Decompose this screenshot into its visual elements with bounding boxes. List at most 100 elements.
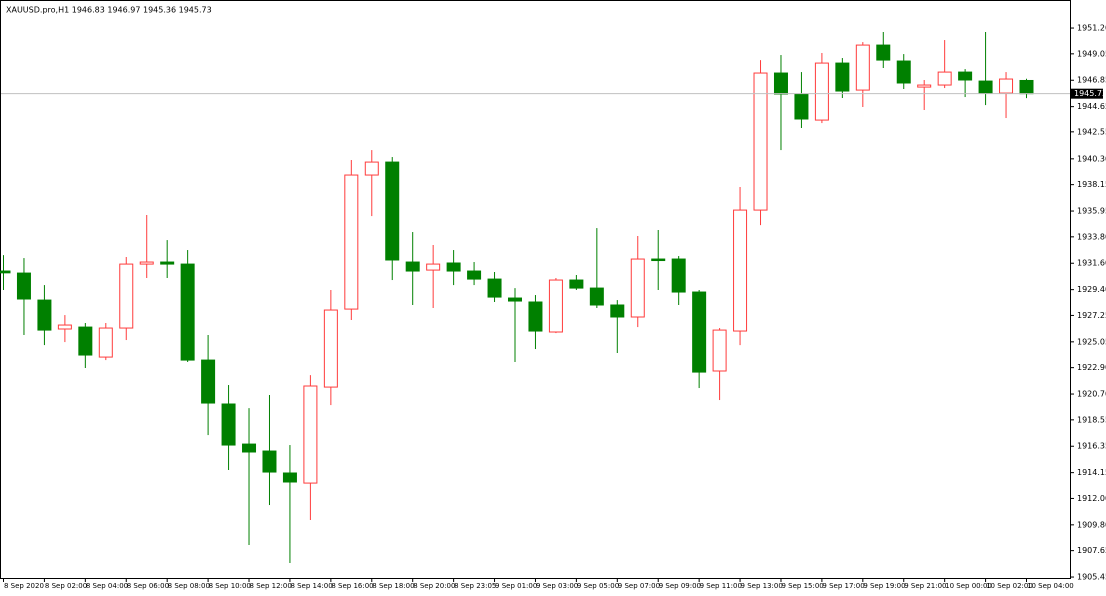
x-tick-label: 10 Sep 04:00 [1027, 582, 1074, 590]
y-tick-label: 1940.30 [1077, 154, 1106, 163]
candle-body [119, 263, 134, 329]
y-tick-label: 1931.60 [1077, 259, 1106, 268]
candle-body [958, 71, 973, 81]
candle-body [37, 299, 52, 331]
x-tick-label: 9 Sep 13:00 [741, 582, 783, 590]
candle-body [487, 278, 502, 298]
y-tick-label: 1912.00 [1077, 494, 1106, 503]
y-tick-label: 1949.05 [1077, 49, 1106, 58]
candle-body [1019, 79, 1034, 95]
candle-body [385, 161, 400, 261]
candle-body [221, 403, 236, 446]
x-tick-label: 8 Sep 20:00 [413, 582, 455, 590]
y-tick-label: 1905.45 [1077, 573, 1106, 582]
x-tick-label: 8 Sep 04:00 [86, 582, 128, 590]
x-tick-label: 9 Sep 17:00 [822, 582, 864, 590]
x-tick-label: 8 Sep 12:00 [250, 582, 292, 590]
y-tick-label: 1946.85 [1077, 76, 1106, 85]
y-tick-label: 1938.15 [1077, 180, 1106, 189]
candle-body [139, 261, 154, 265]
current-price-label: 1945.73 [1074, 89, 1106, 98]
y-tick-label: 1929.40 [1077, 285, 1106, 294]
candle-body [78, 326, 93, 356]
candle-body [712, 329, 727, 372]
candle-body [896, 60, 911, 84]
x-tick-label: 8 Sep 08:00 [168, 582, 210, 590]
y-tick-label: 1922.90 [1077, 363, 1106, 372]
candle-body [57, 324, 72, 330]
x-tick-label: 9 Sep 19:00 [863, 582, 905, 590]
candle-body [344, 174, 359, 310]
y-tick-label: 1951.20 [1077, 24, 1106, 33]
candle-body [876, 44, 891, 61]
candle-body [569, 279, 584, 289]
x-tick-label: 9 Sep 07:00 [618, 582, 660, 590]
x-tick-label: 8 Sep 10:00 [209, 582, 251, 590]
candle-body [999, 78, 1014, 94]
x-tick-label: 9 Sep 11:00 [700, 582, 742, 590]
y-tick-label: 1944.65 [1077, 102, 1106, 111]
x-tick-label: 9 Sep 05:00 [577, 582, 619, 590]
current-price-box [1071, 88, 1103, 99]
x-tick-label: 10 Sep 00:00 [945, 582, 992, 590]
y-tick-label: 1933.80 [1077, 232, 1106, 241]
candle-body [242, 443, 257, 453]
candle-body [303, 385, 318, 484]
y-tick-label: 1942.55 [1077, 127, 1106, 136]
candle-body [610, 304, 625, 318]
x-tick-label: 8 Sep 23:05 [454, 582, 496, 590]
candle-body [508, 297, 522, 302]
candle-body [794, 93, 809, 120]
candle-body [548, 279, 563, 333]
candle-body [467, 270, 482, 280]
x-tick-label: 8 Sep 2020 [4, 582, 44, 590]
y-tick-label: 1925.05 [1077, 337, 1106, 346]
candle-body [630, 258, 645, 318]
x-tick-label: 8 Sep 14:00 [290, 582, 332, 590]
x-tick-label: 9 Sep 21:00 [904, 582, 946, 590]
candle-body [201, 359, 216, 404]
candle-body [814, 62, 829, 121]
candle-body [773, 72, 788, 95]
x-tick-label: 8 Sep 06:00 [127, 582, 169, 590]
x-tick-label: 10 Sep 02:00 [986, 582, 1033, 590]
y-tick-label: 1914.15 [1077, 468, 1106, 477]
candle-body [855, 44, 870, 91]
y-tick-label: 1920.70 [1077, 390, 1106, 399]
candle-body [528, 301, 543, 332]
plot-frame [0, 0, 1071, 579]
candle-body [978, 80, 993, 94]
x-tick-label: 9 Sep 09:00 [659, 582, 701, 590]
candle-body [180, 263, 195, 361]
candle-body [753, 72, 768, 211]
candle-body [589, 287, 604, 306]
y-tick-label: 1918.55 [1077, 415, 1106, 424]
candle-body [98, 327, 113, 358]
x-tick-label: 9 Sep 01:00 [495, 582, 537, 590]
candle-body [16, 272, 31, 300]
y-tick-label: 1909.80 [1077, 520, 1106, 529]
y-tick-label: 1916.35 [1077, 442, 1106, 451]
candle-body [364, 161, 379, 176]
candle-body [0, 270, 11, 274]
candle-body [446, 262, 461, 272]
y-tick-label: 1927.25 [1077, 311, 1106, 320]
x-tick-label: 9 Sep 15:00 [781, 582, 823, 590]
candle-body [917, 84, 932, 88]
chart-title: XAUUSD.pro,H1 1946.83 1946.97 1945.36 19… [6, 6, 212, 15]
candle-body [160, 261, 175, 265]
y-tick-label: 1907.65 [1077, 546, 1106, 555]
candle-body [405, 261, 420, 272]
candle-body [426, 263, 441, 271]
candle-body [262, 450, 277, 473]
x-tick-label: 8 Sep 02:00 [45, 582, 87, 590]
y-tick-label: 1935.95 [1077, 207, 1106, 216]
x-tick-label: 9 Sep 03:00 [536, 582, 578, 590]
candle-body [651, 258, 666, 262]
candle-body [282, 472, 297, 483]
x-tick-label: 8 Sep 18:00 [372, 582, 414, 590]
x-tick-label: 8 Sep 16:00 [331, 582, 373, 590]
candle-body [835, 62, 850, 92]
candle-body [671, 258, 686, 293]
